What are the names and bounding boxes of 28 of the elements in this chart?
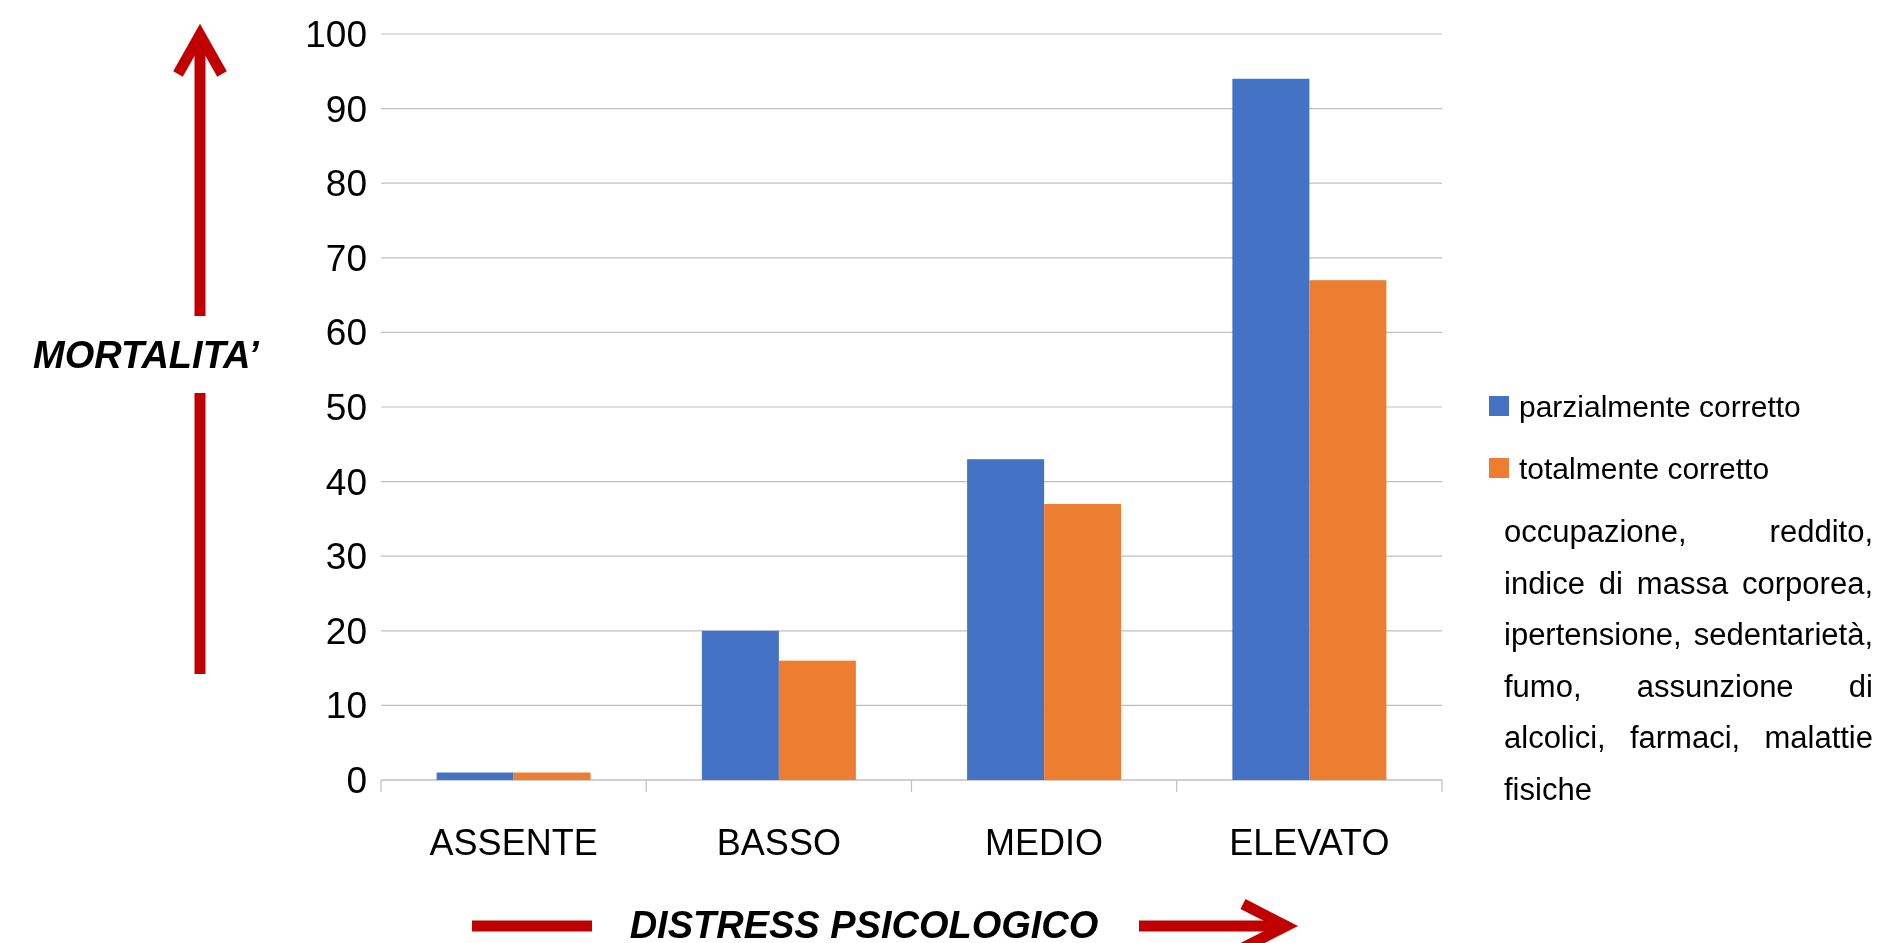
y-tick-label: 10 — [325, 685, 367, 727]
bar — [967, 459, 1045, 780]
bar — [1044, 503, 1122, 780]
text: occupazione, reddito, indice di massa corporea, ipertensione, sedentarietà, fumo, assunzione di alcolici, farmaci, malattie fisiche — [1504, 514, 1874, 807]
x-tick-label: ELEVATO — [1229, 822, 1390, 863]
y-tick-label: 30 — [325, 536, 367, 578]
y-tick-label: 70 — [325, 237, 367, 279]
x-tick-label: ASSENTE — [429, 822, 598, 863]
bar — [513, 772, 591, 780]
bar — [1309, 280, 1387, 780]
x-axis-title: DISTRESS PSICOLOGICO — [629, 904, 1099, 943]
y-tick-label: 0 — [346, 759, 367, 801]
x-tick-label: MEDIO — [985, 822, 1104, 863]
y-axis-title: MORTALITA’ — [33, 334, 260, 376]
y-tick-label: 100 — [305, 13, 367, 55]
y-tick-label: 50 — [325, 386, 367, 428]
bar — [436, 772, 514, 780]
bar — [701, 630, 779, 780]
bar — [1232, 78, 1310, 780]
bar — [778, 660, 856, 780]
x-tick-label: BASSO — [716, 822, 841, 863]
legend-label: totalmente corretto — [1519, 451, 1770, 485]
y-tick-label: 20 — [325, 610, 367, 652]
y-tick-label: 80 — [325, 163, 367, 205]
y-tick-label: 60 — [325, 312, 367, 354]
y-tick-label: 90 — [325, 88, 367, 130]
y-tick-label: 40 — [325, 461, 367, 503]
legend-label: parzialmente corretto — [1519, 389, 1801, 423]
